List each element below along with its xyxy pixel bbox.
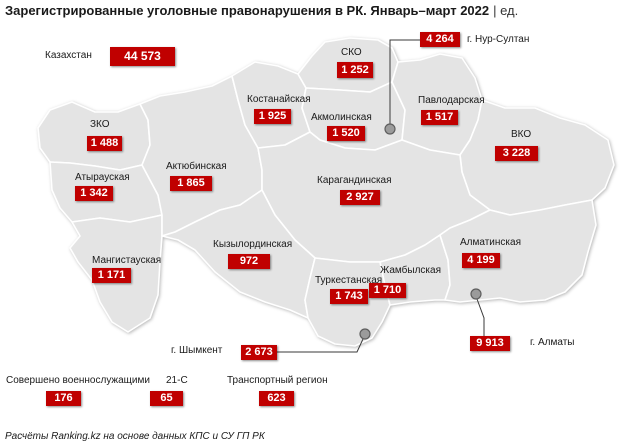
region-turkestan-label: Туркестанская: [315, 275, 383, 286]
almaty-pin-icon: [470, 288, 482, 300]
city-almaty-label: г. Алматы: [530, 337, 575, 348]
shymkent-pin-icon: [359, 328, 371, 340]
region-mangystau-label: Мангистауская: [92, 255, 162, 266]
form-21c-label: 21-С: [166, 375, 188, 386]
region-turkestan-value-badge: 1 743: [330, 289, 368, 304]
region-sko-value-badge: 1 252: [337, 62, 373, 78]
region-zhambyl-value-badge: 1 710: [369, 283, 406, 298]
shymkent-leader-line: [277, 338, 364, 353]
nur-sultan-pin-icon: [384, 123, 396, 135]
region-zhambyl-label: Жамбылская: [380, 265, 441, 276]
city-nur-sultan-value-badge: 4 264: [420, 32, 460, 47]
transport-region-value-badge: 623: [259, 391, 294, 406]
transport-region-label: Транспортный регион: [227, 375, 328, 386]
title-text: Зарегистрированные уголовные правонаруше…: [5, 3, 490, 18]
region-aktobe-value-badge: 1 865: [170, 176, 212, 191]
region-sko-label: СКО: [341, 47, 362, 58]
chart-title: Зарегистрированные уголовные правонаруше…: [5, 3, 518, 18]
region-vko-value-badge: 3 228: [495, 146, 538, 161]
almaty-leader-line: [476, 298, 485, 336]
military-value-badge: 176: [46, 391, 81, 406]
region-karaganda-label: Карагандинская: [317, 175, 392, 186]
region-akmola-value-badge: 1 520: [327, 126, 365, 141]
region-aktobe-label: Актюбинская: [166, 161, 227, 172]
region-kostanay-value-badge: 1 925: [254, 109, 291, 124]
region-almaty-region-value-badge: 4 199: [462, 253, 500, 268]
region-zko-value-badge: 1 488: [87, 136, 122, 151]
total-label: Казахстан: [45, 50, 92, 61]
region-almaty-region-label: Алматинская: [460, 237, 521, 248]
region-karaganda-value-badge: 2 927: [340, 190, 380, 205]
region-atyrau-value-badge: 1 342: [75, 186, 113, 201]
region-vko-label: ВКО: [511, 129, 532, 140]
military-label: Совершено военнослужащими: [6, 375, 150, 386]
title-unit: | ед.: [493, 3, 519, 18]
region-akmola-label: Акмолинская: [311, 112, 372, 123]
region-zko-label: ЗКО: [90, 119, 110, 130]
city-shymkent-value-badge: 2 673: [241, 345, 277, 360]
region-atyrau-label: Атырауская: [75, 172, 130, 183]
region-almaty-region-shape: [439, 199, 597, 303]
region-shapes: [37, 37, 615, 347]
form-21c-value-badge: 65: [150, 391, 183, 406]
region-pavlodar-value-badge: 1 517: [421, 110, 458, 125]
city-nur-sultan-label: г. Нур-Султан: [467, 34, 530, 45]
region-kyzylorda-value-badge: 972: [228, 254, 270, 269]
region-mangystau-value-badge: 1 171: [92, 268, 131, 283]
region-pavlodar-label: Павлодарская: [418, 95, 485, 106]
nur-sultan-leader-line: [389, 39, 420, 124]
region-kyzylorda-label: Кызылординская: [213, 239, 293, 250]
region-kostanay-label: Костанайская: [247, 94, 311, 105]
total-value-badge: 44 573: [110, 47, 175, 66]
city-shymkent-label: г. Шымкент: [171, 345, 223, 356]
city-almaty-value-badge: 9 913: [470, 336, 510, 351]
source-note: Расчёты Ranking.kz на основе данных КПС …: [5, 431, 265, 442]
